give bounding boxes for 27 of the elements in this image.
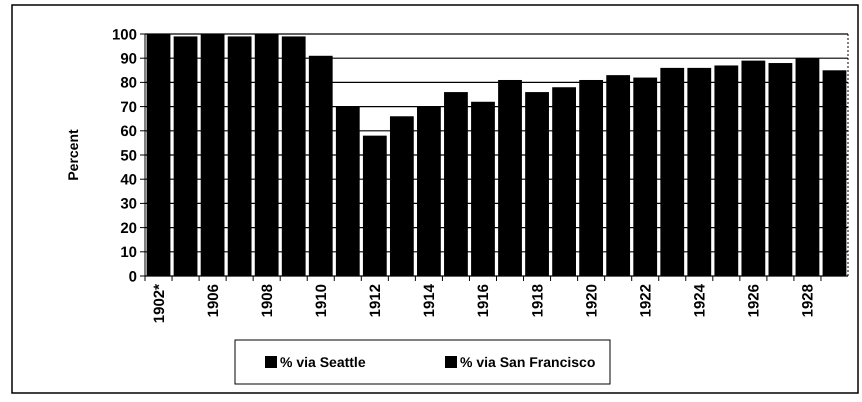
- x-tick-label: 1908: [258, 284, 276, 318]
- x-tick-label: 1926: [746, 284, 763, 318]
- y-tick-label: 90: [120, 50, 137, 68]
- y-tick-label: 60: [120, 123, 137, 140]
- x-tick-label: 1910: [313, 284, 330, 318]
- x-tick-label: 1924: [692, 283, 709, 318]
- y-tick-label: 0: [128, 268, 137, 286]
- x-tick-label: 1922: [637, 284, 654, 318]
- y-axis-title: Percent: [65, 128, 81, 181]
- x-tick-label: 1920: [583, 284, 600, 318]
- y-tick-label: 40: [120, 171, 137, 188]
- y-tick-label: 20: [120, 220, 137, 237]
- y-tick-label: 100: [112, 26, 137, 44]
- y-tick-label: 50: [120, 147, 137, 164]
- legend-label: % via Seattle: [280, 354, 366, 370]
- y-tick-label: 30: [120, 196, 137, 213]
- x-tick-label: 1928: [800, 284, 817, 318]
- x-tick-label: 1916: [475, 284, 492, 318]
- x-tick-label: 1906: [204, 284, 222, 318]
- x-tick-label: 1912: [367, 284, 384, 318]
- y-tick-label: 80: [120, 74, 137, 92]
- x-tick-label: 1914: [421, 283, 438, 318]
- x-tick-label: 1902*: [150, 284, 168, 324]
- legend-label: % via San Francisco: [460, 354, 596, 370]
- y-tick-label: 70: [120, 98, 137, 116]
- x-tick-label: 1918: [529, 284, 546, 318]
- y-tick-label: 10: [120, 244, 137, 262]
